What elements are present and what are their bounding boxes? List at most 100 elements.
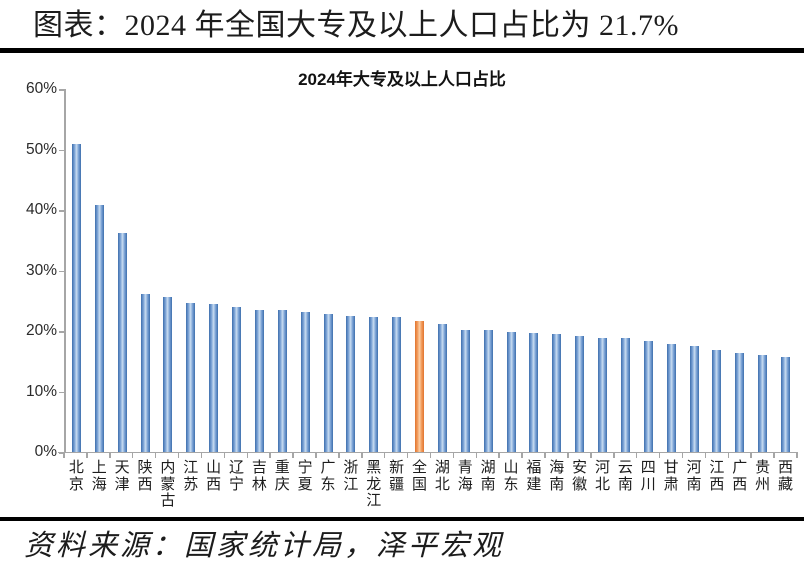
x-category-label: 四 川 <box>640 460 656 493</box>
bar <box>232 306 242 452</box>
bar-chart: 2024年大专及以上人口占比 60% 50% 40% 30% 20% 10% 0% 北 京上… <box>0 60 804 517</box>
x-tick-mark <box>406 452 409 458</box>
x-tick-mark <box>773 452 775 458</box>
x-tick-mark <box>200 452 203 458</box>
x-tick-mark <box>177 452 180 458</box>
x-category-label: 山 东 <box>503 460 519 493</box>
x-tick-mark <box>223 452 226 458</box>
x-tick-mark <box>338 452 340 458</box>
bar <box>620 338 630 452</box>
bar <box>666 343 676 452</box>
bar-column <box>179 89 202 452</box>
bar <box>460 329 470 452</box>
y-tick-label: 60% <box>25 80 57 97</box>
bar-column <box>88 89 111 452</box>
y-tick-mark <box>59 391 65 393</box>
x-category-label: 宁 夏 <box>297 460 313 493</box>
bar <box>689 345 699 452</box>
bar-column <box>751 89 774 452</box>
bar-column <box>225 89 248 452</box>
bar-column <box>385 89 408 452</box>
x-tick-mark <box>704 452 707 458</box>
x-category-label: 西 藏 <box>778 460 794 493</box>
bar-column <box>294 89 317 452</box>
x-tick-mark <box>521 452 523 458</box>
x-category-label: 江 西 <box>709 460 725 493</box>
x-tick-mark <box>429 452 432 458</box>
x-category-label: 内 蒙 古 <box>160 460 176 509</box>
y-tick-label: 40% <box>25 201 57 218</box>
bar-column <box>362 89 385 452</box>
top-divider <box>0 48 804 53</box>
chart-title: 2024年大专及以上人口占比 <box>298 70 506 89</box>
bar-column <box>568 89 591 452</box>
y-axis-line <box>64 89 66 453</box>
bar <box>735 352 745 452</box>
y-tick-mark <box>59 149 65 151</box>
x-tick-mark <box>383 452 386 458</box>
bar-column <box>774 89 797 452</box>
x-tick-mark <box>796 452 798 458</box>
bar-column <box>65 89 88 452</box>
x-category-label: 辽 宁 <box>229 460 245 493</box>
bar-column <box>134 89 157 452</box>
bar <box>71 144 81 452</box>
bar-column <box>683 89 706 452</box>
bar <box>643 341 653 452</box>
bar-column <box>340 89 363 452</box>
bar-column <box>317 89 340 452</box>
x-axis-ticks <box>63 452 798 458</box>
source-note: 资料来源：国家统计局，泽平宏观 <box>24 530 505 562</box>
bar-column <box>408 89 431 452</box>
x-tick-mark <box>750 452 752 458</box>
bar <box>117 233 127 452</box>
bar-column <box>728 89 751 452</box>
x-axis-line <box>58 451 797 454</box>
x-category-label: 山 西 <box>206 460 222 493</box>
bottom-divider <box>0 517 804 521</box>
x-category-label: 湖 南 <box>480 460 496 493</box>
y-tick-label: 20% <box>25 322 57 339</box>
bar <box>598 337 608 452</box>
bar <box>575 335 585 452</box>
x-category-label: 吉 林 <box>251 460 267 493</box>
bar <box>483 330 493 452</box>
x-tick-mark <box>269 452 271 458</box>
bar-column <box>614 89 637 452</box>
x-category-label: 安 徽 <box>572 460 588 493</box>
bar-column <box>111 89 134 452</box>
x-tick-mark <box>590 452 592 458</box>
y-tick-label: 0% <box>34 443 57 460</box>
x-tick-mark <box>292 452 294 458</box>
bar-column <box>523 89 546 452</box>
x-tick-mark <box>727 452 730 458</box>
y-axis-labels: 60% 50% 40% 30% 20% 10% 0% <box>0 60 57 517</box>
x-category-label: 福 建 <box>526 460 542 493</box>
x-tick-mark <box>475 452 478 458</box>
bar <box>506 331 516 452</box>
x-axis-labels: 北 京上 海天 津陕 西内 蒙 古江 苏山 西辽 宁吉 林重 庆宁 夏广 东浙 … <box>65 460 797 510</box>
x-category-label: 陕 西 <box>137 460 153 493</box>
x-category-label: 黑 龙 江 <box>366 460 382 509</box>
x-category-label: 河 南 <box>686 460 702 493</box>
bar <box>369 317 379 452</box>
bar <box>94 204 104 452</box>
bar <box>323 314 333 452</box>
y-tick-mark <box>59 331 65 333</box>
x-tick-mark <box>131 452 134 458</box>
bar-national-highlight <box>415 320 425 452</box>
bar-column <box>637 89 660 452</box>
x-tick-mark <box>658 452 661 458</box>
x-category-label: 重 庆 <box>274 460 290 493</box>
bar-column <box>500 89 523 452</box>
y-tick-mark <box>59 210 65 212</box>
y-tick-label: 10% <box>25 382 57 400</box>
x-category-label: 天 津 <box>114 460 130 493</box>
bar-column <box>477 89 500 452</box>
bar-column <box>271 89 294 452</box>
bars-row <box>65 89 797 452</box>
x-category-label: 贵 州 <box>755 460 771 493</box>
x-tick-mark <box>109 452 111 458</box>
bar <box>758 355 768 452</box>
